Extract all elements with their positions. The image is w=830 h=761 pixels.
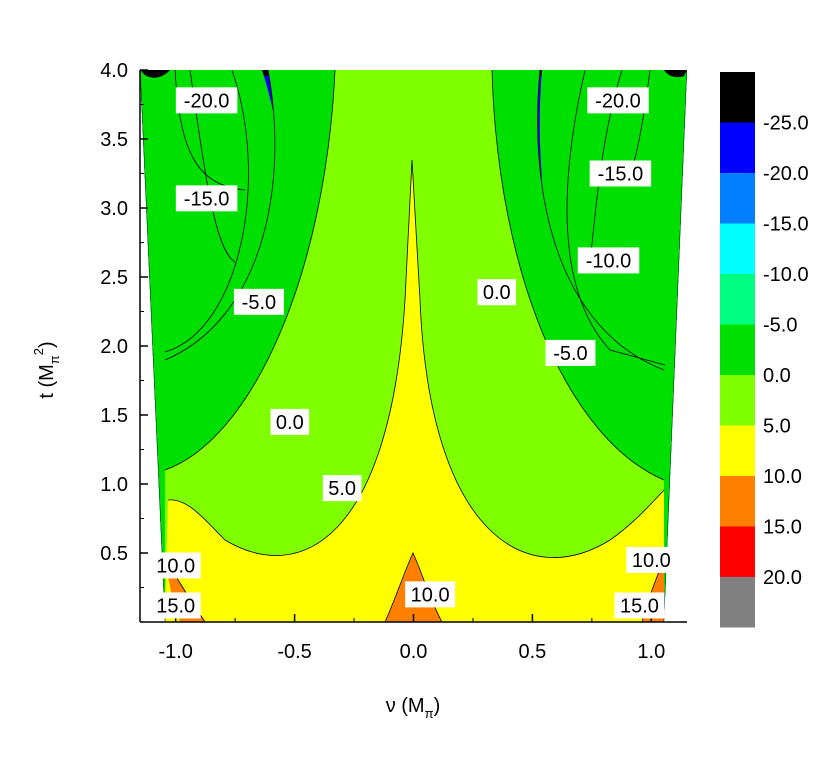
colorbar-swatch: [720, 173, 755, 224]
colorbar-label: 10.0: [763, 466, 802, 488]
contour-label-bg: [587, 87, 649, 114]
colorbar-swatch: [720, 274, 755, 325]
contour-label-bg: [175, 87, 238, 114]
contour-label-bg: [150, 592, 201, 619]
colorbar-label: 0.0: [763, 365, 791, 387]
y-axis-title: t (Mπ2): [31, 341, 62, 398]
contour-label: -15.0: [589, 160, 652, 187]
colorbar-label: 20.0: [763, 567, 802, 589]
contour-label-bg: [577, 247, 640, 274]
colorbar-label: -25.0: [763, 113, 809, 135]
contour-labels: -20.0 -20.0 -15.0 -15.0 -10.0 -5.0 -5.0 0.0 0.0 5…: [150, 87, 677, 619]
colorbar-label: 5.0: [763, 416, 791, 438]
contour-label-text: 10.0: [411, 584, 450, 606]
x-tick-label: 0.5: [519, 641, 547, 663]
contour-label: 15.0: [614, 592, 665, 619]
y-tick-label: 4.0: [100, 60, 128, 82]
contour-label: 0.0: [477, 279, 516, 306]
colorbar-swatch: [720, 324, 755, 375]
contour-label-text: 15.0: [620, 595, 659, 617]
region-black-left: [140, 70, 170, 78]
contour-label-text: 0.0: [276, 412, 304, 434]
x-tick-label: -0.5: [277, 641, 311, 663]
colorbar-swatch: [720, 223, 755, 274]
contour-label-bg: [175, 185, 238, 212]
contour-label-bg: [545, 339, 596, 366]
x-tick-label: 1.0: [637, 641, 665, 663]
y-tick-label: 0.5: [100, 543, 128, 565]
contour-label-bg: [270, 408, 310, 435]
colorbar-swatch: [720, 122, 755, 173]
contour-label: 5.0: [322, 475, 362, 502]
contour-line-15: [404, 159, 421, 301]
contour-line-9: [537, 70, 665, 371]
colorbar-swatch: [720, 526, 755, 577]
colorbar-label: 15.0: [763, 517, 802, 539]
colorbar-swatch: [720, 577, 755, 628]
y-tick-label: 2.0: [100, 336, 128, 358]
contour-line-2: [164, 70, 249, 353]
contour-line-3: [164, 70, 276, 361]
colorbar-label: -20.0: [763, 163, 809, 185]
contour-label-bg: [626, 546, 677, 573]
colorbar-swatch: [720, 72, 755, 123]
contour-label: -5.0: [545, 339, 596, 366]
contour-label: -20.0: [175, 87, 238, 114]
contour-label: -5.0: [233, 288, 284, 315]
contour-line-8: [566, 70, 666, 366]
contour-label-bg: [405, 581, 456, 608]
contour-label: 10.0: [405, 581, 456, 608]
y-tick-label: 1.5: [100, 405, 128, 427]
contour-label: -15.0: [175, 185, 238, 212]
x-tick-label: -1.0: [158, 641, 192, 663]
region-black-right: [664, 70, 687, 78]
contour-label: 15.0: [150, 592, 201, 619]
contour-label-text: -5.0: [242, 292, 276, 314]
y-tick-label: 1.0: [100, 474, 128, 496]
colorbar-label: -5.0: [763, 315, 797, 337]
colorbar-swatch: [720, 425, 755, 476]
contour-label: 10.0: [626, 546, 677, 573]
contour-label-text: -20.0: [184, 90, 230, 112]
colorbar-swatch: [720, 476, 755, 527]
contour-label: -20.0: [587, 87, 649, 114]
y-tick-label: 3.0: [100, 198, 128, 220]
contour-label-bg: [233, 288, 284, 315]
contour-line-5: [167, 299, 406, 556]
contour-label-text: -15.0: [598, 164, 644, 186]
contour-label-text: 10.0: [156, 555, 195, 577]
y-ticks: 0.5 1.0 1.5 2.0 2.5 3.0 3.5 4.0: [100, 60, 148, 588]
contour-label-text: -15.0: [184, 188, 230, 210]
contour-line-11: [419, 299, 665, 558]
contour-label: 10.0: [150, 552, 201, 579]
contour-label-bg: [477, 279, 516, 306]
contour-bands: [140, 70, 687, 622]
contour-label-text: 10.0: [632, 550, 671, 572]
contour-label-text: -10.0: [586, 250, 632, 272]
x-ticks: -1.0 -0.5 0.0 0.5 1.0: [158, 614, 665, 663]
colorbar-label: -15.0: [763, 214, 809, 236]
contour-label-bg: [322, 475, 362, 502]
contour-label-bg: [150, 552, 201, 579]
contour-label-text: 15.0: [156, 595, 195, 617]
contour-label-bg: [589, 160, 652, 187]
y-tick-label: 3.5: [100, 129, 128, 151]
colorbar-label: -10.0: [763, 264, 809, 286]
contour-label: -10.0: [577, 247, 640, 274]
x-tick-label: 0.0: [400, 641, 428, 663]
contour-label-text: -5.0: [553, 343, 587, 365]
contour-label-text: -20.0: [595, 90, 641, 112]
x-axis-title: ν (Mπ): [386, 695, 441, 721]
contour-line-4: [164, 70, 336, 471]
contour-line-10: [491, 70, 665, 481]
region-yellow: [165, 160, 664, 622]
contour-label: 0.0: [270, 408, 310, 435]
contour-label-text: 5.0: [328, 478, 356, 500]
contour-label-text: 0.0: [483, 282, 511, 304]
colorbar: -25.0 -20.0 -15.0 -10.0 -5.0 0.0 5.0 10.0 15.0 20…: [720, 72, 809, 628]
contour-label-bg: [614, 592, 665, 619]
y-tick-label: 2.5: [100, 267, 128, 289]
colorbar-swatch: [720, 375, 755, 426]
